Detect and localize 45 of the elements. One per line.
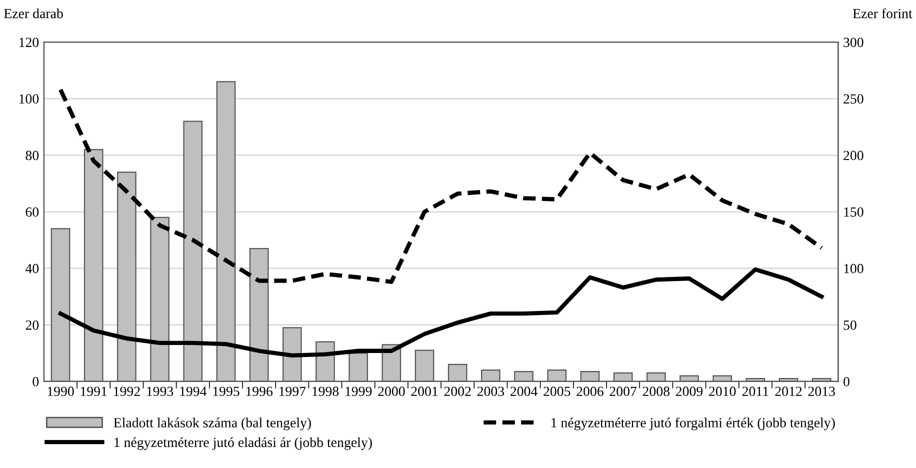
x-tick-label: 1997 [279,386,306,396]
x-tick-label: 1999 [346,386,372,396]
y-tick-label: 120 [19,38,39,48]
x-tick-label: 2008 [642,386,670,396]
x-tick-label: 1992 [114,386,140,396]
x-tick-label: 2001 [411,386,438,396]
x-tick-label: 1998 [312,386,339,396]
y2-tick-label: 50 [844,320,856,330]
y-tick-label: 60 [26,207,39,217]
legend-label: Eladott lakások száma (bal tengely) [114,418,311,430]
y2-tick-label: 0 [844,377,850,386]
x-tick-label: 2007 [610,386,637,396]
x-tick-label: 1996 [246,386,273,396]
y2-tick-label: 150 [844,207,864,217]
y2-axis-title: Ezer forint [852,8,912,18]
y-tick-label: 80 [26,150,39,160]
x-tick-label: 2012 [775,386,802,396]
x-tick-label: 1990 [48,386,74,396]
x-tick-label: 2011 [742,386,768,396]
y-tick-label: 40 [25,264,39,274]
x-tick-label: 2004 [510,386,538,396]
y-axis-title: Ezer darab [4,8,63,18]
x-tick-label: 2010 [709,386,736,396]
x-tick-label: 1991 [80,386,107,396]
y-tick-label: 20 [26,320,39,330]
y2-tick-label: 100 [844,264,864,274]
x-tick-label: 1995 [213,386,240,396]
y2-tick-label: 200 [844,150,864,160]
x-tick-label: 2005 [544,386,570,396]
legend-label: 1 négyzetméterre jutó forgalmi érték (jobb tengely) [552,418,835,430]
y2-tick-label: 300 [844,38,864,48]
y-tick-label: 0 [32,377,39,386]
y-tick-label: 100 [19,94,39,104]
x-tick-label: 2002 [444,386,471,396]
line-series [58,267,824,358]
x-tick-label: 2013 [808,386,835,396]
x-tick-label: 2009 [676,386,703,396]
x-tick-label: 2006 [576,386,604,396]
legend-label: 1 négyzetméterre jutó eladási ár (jobb tengely) [114,437,372,450]
x-tick-label: 1993 [147,386,174,396]
x-tick-label: 1994 [180,386,207,396]
y2-tick-label: 250 [844,94,864,104]
x-tick-label: 2003 [477,386,504,396]
x-tick-label: 2000 [378,386,405,396]
line-series [58,88,824,284]
